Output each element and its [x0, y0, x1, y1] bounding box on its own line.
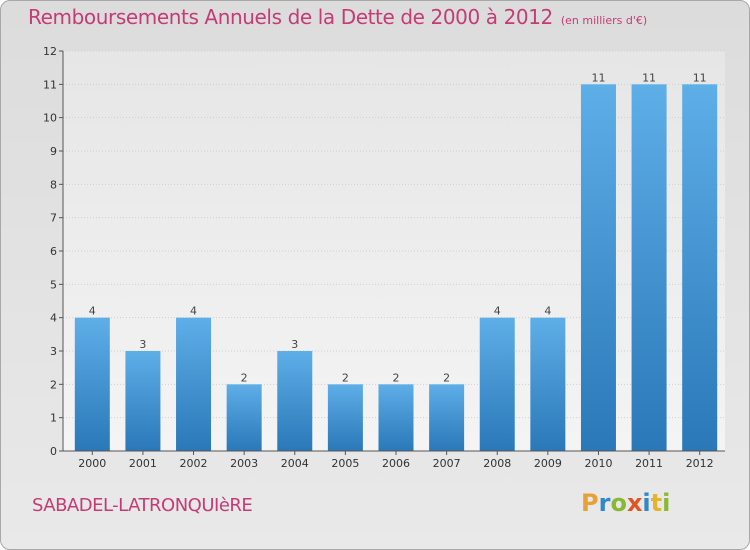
x-tick-label: 2005 [331, 457, 359, 470]
x-tick-label: 2010 [584, 457, 612, 470]
bar-2009 [530, 317, 566, 451]
bar-2011 [631, 84, 667, 451]
logo-letter: i [642, 489, 651, 517]
chart-title: Remboursements Annuels de la Dette de 20… [28, 5, 553, 29]
x-tick-label: 2006 [382, 457, 410, 470]
logo-letter: t [650, 489, 663, 517]
y-tick-label: 6 [50, 245, 57, 258]
bar-2000 [74, 317, 110, 451]
bar-2007 [429, 384, 465, 451]
x-tick-label: 2012 [686, 457, 714, 470]
bar-value-label: 2 [393, 371, 400, 384]
bar-value-label: 2 [241, 371, 248, 384]
x-tick-label: 2000 [78, 457, 106, 470]
bars: 4 3 4 2 3 2 2 2 4 4 11 11 11 [74, 71, 718, 451]
bar-value-label: 4 [89, 305, 96, 318]
y-tick-label: 2 [50, 378, 57, 391]
bar-value-label: 11 [693, 71, 707, 84]
x-tick-label: 2001 [129, 457, 157, 470]
y-tick-label: 12 [43, 45, 57, 58]
bar-2001 [125, 351, 161, 451]
logo-letter: x [626, 489, 643, 517]
chart-subtitle: (en milliers d'€) [560, 14, 648, 27]
logo-letter: o [610, 489, 627, 517]
bar-2006 [378, 384, 414, 451]
bar-2003 [226, 384, 262, 451]
y-tick-label: 0 [50, 445, 57, 458]
bar-value-label: 4 [544, 305, 551, 318]
logo-letter: i [662, 489, 671, 517]
y-tick-label: 10 [43, 112, 57, 125]
x-tick-label: 2007 [433, 457, 461, 470]
bar-2012 [682, 84, 718, 451]
proxiti-logo[interactable]: Proxiti [581, 489, 670, 517]
bar-2010 [580, 84, 616, 451]
x-tick-label: 2011 [635, 457, 663, 470]
y-tick-label: 5 [50, 278, 57, 291]
bar-2002 [176, 317, 212, 451]
x-tick-label: 2004 [281, 457, 309, 470]
x-tick-label: 2008 [483, 457, 511, 470]
bar-value-label: 11 [642, 71, 656, 84]
y-tick-label: 7 [50, 212, 57, 225]
bar-value-label: 2 [443, 371, 450, 384]
x-tick-label: 2002 [180, 457, 208, 470]
y-tick-label: 3 [50, 345, 57, 358]
bar-value-label: 3 [139, 338, 146, 351]
y-tick-label: 9 [50, 145, 57, 158]
logo-letter: P [581, 489, 599, 517]
bar-2004 [277, 351, 313, 451]
y-tick-label: 11 [43, 78, 57, 91]
y-tick-label: 8 [50, 178, 57, 191]
bar-value-label: 3 [291, 338, 298, 351]
y-tick-label: 4 [50, 312, 57, 325]
title-row: Remboursements Annuels de la Dette de 20… [28, 5, 647, 29]
logo-letter: r [598, 489, 611, 517]
y-tick-label: 1 [50, 412, 57, 425]
bar-value-label: 4 [190, 305, 197, 318]
bar-2005 [327, 384, 363, 451]
commune-name: SABADEL-LATRONQUIèRE [32, 495, 253, 516]
bar-2008 [479, 317, 515, 451]
bar-value-label: 4 [494, 305, 501, 318]
x-tick-label: 2003 [230, 457, 258, 470]
bar-value-label: 11 [591, 71, 605, 84]
bar-value-label: 2 [342, 371, 349, 384]
x-tick-label: 2009 [534, 457, 562, 470]
